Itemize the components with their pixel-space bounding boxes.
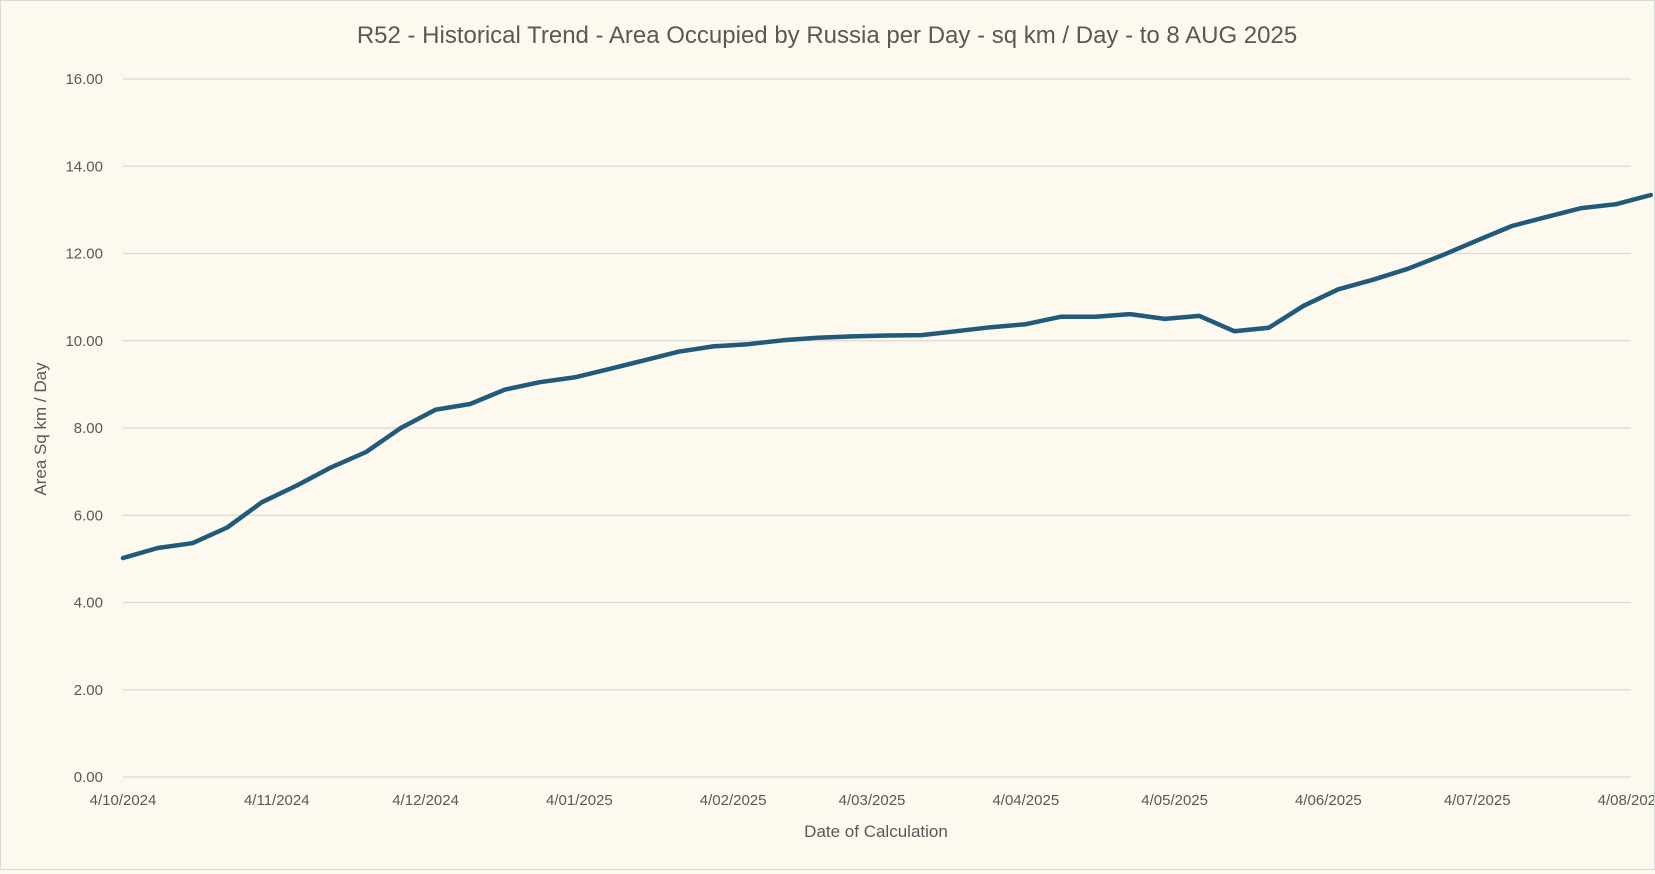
x-tick-label: 4/04/2025 (992, 792, 1059, 809)
x-tick-label: 4/07/2025 (1444, 792, 1511, 809)
x-tick-label: 4/08/2025 (1598, 792, 1654, 809)
x-axis-ticks: 4/10/2024 4/11/2024 4/12/2024 4/01/2025 4/02… (90, 792, 1655, 809)
x-tick-label: 4/10/2024 (90, 792, 157, 809)
x-tick-label: 4/12/2024 (392, 792, 459, 809)
y-axis-label: Area Sq km / Day (31, 362, 50, 496)
chart-title: R52 - Historical Trend - Area Occupied b… (357, 22, 1297, 49)
y-tick-label: 14.00 (65, 158, 103, 175)
x-tick-label: 4/02/2025 (700, 792, 767, 809)
y-axis-ticks: 0.00 2.00 4.00 6.00 8.00 10.00 12.00 14.00 16.00 (65, 71, 103, 786)
series-group (120, 192, 1654, 561)
x-tick-label: 4/06/2025 (1295, 792, 1362, 809)
series-line (120, 192, 1654, 561)
gridlines (123, 78, 1631, 778)
y-tick-label: 12.00 (65, 246, 103, 263)
x-axis-label: Date of Calculation (804, 822, 948, 841)
x-tick-label: 4/05/2025 (1141, 792, 1208, 809)
x-tick-label: 4/03/2025 (839, 792, 906, 809)
x-tick-label: 4/01/2025 (546, 792, 613, 809)
y-tick-label: 0.00 (74, 769, 103, 786)
y-tick-label: 2.00 (74, 682, 103, 699)
x-tick-label: 4/11/2024 (244, 792, 310, 809)
y-tick-label: 16.00 (65, 71, 103, 88)
y-tick-label: 6.00 (74, 507, 103, 524)
y-tick-label: 4.00 (74, 595, 103, 612)
y-tick-label: 8.00 (74, 420, 103, 437)
y-tick-label: 10.00 (65, 333, 103, 350)
